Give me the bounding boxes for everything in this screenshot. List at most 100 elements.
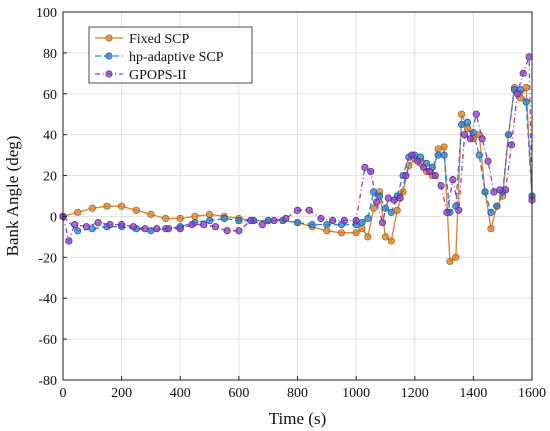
data-point	[419, 163, 428, 171]
legend: Fixed SCP hp-adaptive SCP GPOPS-II	[88, 26, 253, 84]
data-point	[375, 192, 384, 200]
data-point	[525, 53, 533, 61]
data-point	[487, 208, 495, 216]
data-point	[458, 120, 466, 129]
data-point	[513, 90, 521, 98]
data-point	[472, 110, 480, 118]
data-point	[337, 229, 346, 237]
data-point	[118, 202, 126, 210]
data-point	[443, 208, 451, 216]
y-tick-label: 60	[43, 88, 57, 103]
data-point	[106, 221, 114, 229]
x-tick-label: 1000	[342, 386, 370, 401]
data-point	[74, 227, 82, 235]
data-point	[323, 221, 331, 229]
data-point	[408, 151, 416, 159]
data-point	[153, 225, 161, 233]
data-point	[373, 198, 381, 206]
data-point	[176, 214, 184, 223]
x-tick-label: 1200	[401, 386, 429, 401]
data-point	[358, 218, 366, 227]
data-point	[200, 221, 208, 229]
data-point	[176, 225, 184, 233]
data-point	[460, 131, 469, 139]
data-point	[504, 131, 513, 139]
data-point	[434, 145, 442, 153]
data-point	[235, 227, 243, 235]
data-point	[361, 163, 369, 171]
x-axis-label: Time (s)	[269, 409, 326, 428]
data-point	[223, 227, 231, 235]
legend-label: hp-adaptive SCP	[129, 50, 224, 65]
x-tick-label: 200	[111, 386, 132, 401]
data-point	[522, 84, 530, 92]
data-point	[132, 206, 140, 214]
x-tick-label: 600	[228, 386, 249, 401]
data-point	[478, 135, 486, 143]
data-point	[387, 237, 395, 245]
data-point	[387, 208, 395, 216]
data-point	[352, 216, 360, 225]
x-tick-label: 0	[60, 386, 67, 401]
data-point	[247, 216, 255, 225]
axes-layer: 0 200 400 600 800 1000 1200 1400 1600-80-60-40-2…	[36, 6, 546, 401]
legend-entry: Fixed SCP	[95, 32, 190, 47]
legend-marker	[105, 34, 113, 42]
data-point	[458, 110, 466, 118]
legend-box	[88, 26, 253, 84]
series-2	[59, 53, 536, 245]
data-point	[434, 151, 442, 159]
data-point	[191, 212, 199, 221]
data-point	[205, 210, 214, 218]
data-point	[118, 221, 126, 229]
y-tick-label: -20	[38, 251, 57, 266]
data-point	[282, 214, 290, 223]
data-point	[88, 225, 96, 233]
data-point	[235, 216, 243, 225]
data-point	[88, 204, 96, 212]
y-tick-label: -60	[38, 333, 57, 348]
data-point	[449, 176, 457, 184]
data-point	[129, 223, 137, 231]
data-point	[71, 221, 79, 229]
y-tick-label: 100	[36, 6, 57, 21]
data-point	[466, 135, 475, 143]
data-point	[308, 221, 316, 229]
data-point	[519, 69, 527, 77]
data-point	[188, 221, 196, 229]
data-point	[446, 257, 454, 266]
data-point	[487, 225, 495, 233]
data-point	[425, 167, 434, 176]
data-point	[452, 253, 460, 261]
legend-marker	[105, 70, 113, 78]
legend-label: Fixed SCP	[129, 32, 190, 47]
data-point	[522, 98, 530, 106]
data-point	[484, 157, 492, 165]
x-tick-label: 1600	[518, 386, 546, 401]
y-tick-label: 40	[43, 129, 57, 144]
data-point	[358, 225, 366, 233]
data-point	[507, 141, 516, 149]
data-point	[367, 167, 375, 176]
data-point	[103, 202, 111, 210]
data-point	[469, 129, 477, 137]
data-point	[393, 206, 401, 214]
series-layer	[59, 53, 536, 266]
y-tick-label: -80	[38, 374, 57, 389]
data-point	[74, 208, 82, 216]
data-point	[340, 216, 348, 225]
data-point	[258, 221, 266, 229]
data-point	[352, 229, 360, 237]
data-point	[390, 196, 398, 204]
data-point	[475, 151, 483, 159]
data-point	[381, 233, 390, 241]
data-point	[164, 225, 173, 233]
data-point	[364, 233, 372, 241]
data-point	[455, 206, 463, 214]
data-point	[490, 188, 498, 196]
data-point	[381, 204, 390, 212]
data-point	[293, 206, 302, 214]
data-point	[496, 186, 504, 194]
x-tick-label: 1400	[459, 386, 487, 401]
